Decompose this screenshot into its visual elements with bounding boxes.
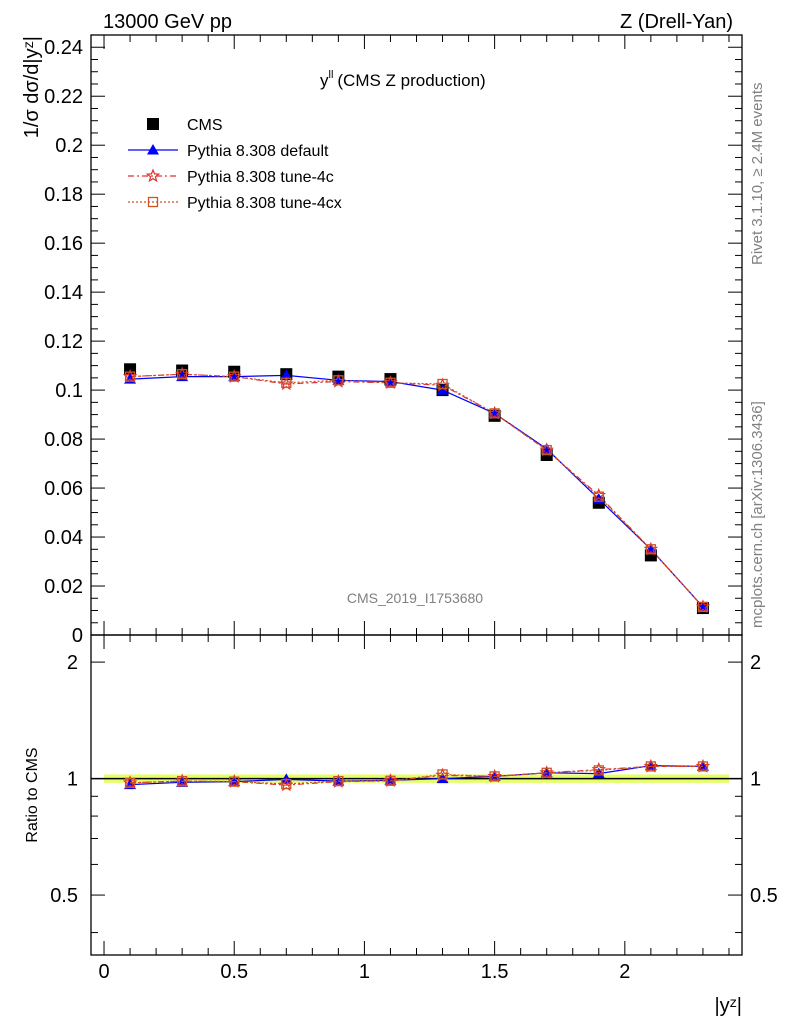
legend-marker-3 [147,196,159,208]
data-point-series-3-1 [176,369,188,380]
legend: CMS Pythia 8.308 default Pythia 8.308 tune… [128,117,342,212]
ratio-y-tick-label-right: 1 [750,769,761,791]
legend-marker-0 [147,118,159,130]
plot-title: yll (CMS Z production) [320,69,486,90]
ratio-point-series-2-9 [593,765,604,776]
main-y-tick-label: 0.06 [44,478,83,500]
analysis-watermark: CMS_2019_I1753680 [347,590,483,606]
data-point-series-3-11 [697,601,709,612]
ratio-point-series-2-10 [645,761,657,772]
legend-marker-1 [147,144,159,155]
main-y-tick-label: 0.14 [44,282,83,304]
x-tick-label: 1.5 [481,961,509,983]
ratio-point-series-2-1 [176,775,188,787]
main-y-tick-label: 0.18 [44,184,83,206]
ratio-point-series-2-2 [229,776,240,787]
main-y-tick-label: 0.08 [44,429,83,451]
main-y-tick-label: 0.02 [44,576,83,598]
series-line-3 [130,373,704,608]
x-tick-label: 1 [359,961,370,983]
data-point-series-3-8 [541,444,552,456]
data-point-series-3-9 [593,491,604,502]
main-y-tick-label: 0.16 [44,233,83,255]
legend-label-3: Pythia 8.308 tune-4cx [187,195,342,212]
series-line-2 [130,373,704,608]
legend-label-2: Pythia 8.308 tune-4c [187,169,334,186]
legend-label-1: Pythia 8.308 default [187,143,329,160]
ratio-point-series-2-8 [541,767,552,778]
rivet-version-text: Rivet 3.1.10, ≥ 2.4M events [749,83,766,266]
ratio-point-series-2-5 [385,775,396,786]
main-y-tick-label: 0.2 [55,135,83,157]
data-point-series-3-0 [124,371,136,382]
data-point-series-3-3 [281,377,292,388]
series-line-1 [130,374,704,608]
data-point-series-1-3 [280,369,293,380]
ratio-y-tick-label-right: 0.5 [750,885,778,907]
ratio-point-series-2-7 [489,771,500,782]
header-left: 13000 GeV pp [103,11,232,33]
ratio-line-0 [130,764,703,786]
data-point-series-1-6 [436,384,449,395]
ratio-point-series-2-11 [697,761,709,772]
data-point-series-3-10 [645,544,657,555]
ratio-point-series-2-0 [124,777,136,788]
x-tick-label: 2 [619,961,630,983]
ratio-line-1 [130,765,703,786]
data-point-series-3-5 [385,377,396,388]
data-point-series-3-4 [333,375,344,386]
plot-title-rest: (CMS Z production) [337,71,485,90]
ratio-y-tick-label: 2 [67,652,78,674]
x-tick-label: 0.5 [220,961,248,983]
main-y-tick-label: 0.22 [44,86,83,108]
legend-label-0: CMS [187,117,223,134]
main-y-tick-label: 0.12 [44,331,83,353]
ratio-y-axis-label: Ratio to CMS [24,747,41,842]
plot-title-superscript: ll [329,69,334,81]
plot-title-main: y [320,71,329,90]
ratio-y-tick-label: 0.5 [50,885,78,907]
data-point-series-0-1 [176,364,189,377]
mcplots-reference-text: mcplots.cern.ch [arXiv:1306.3436] [749,401,766,628]
header-right: Z (Drell-Yan) [620,11,733,33]
data-point-series-3-2 [229,371,240,382]
data-point-series-3-6 [437,378,448,390]
ratio-plot-frame [90,634,743,956]
ratio-point-series-2-3 [281,778,292,790]
legend-marker-2 [145,168,161,183]
main-y-tick-label: 0 [72,625,83,647]
main-plot-panel: 0 0.02 0.04 0.06 0.08 0.1 0.12 0.14 0.16 0.18 0.2 0… [44,34,743,647]
ratio-point-series-2-6 [437,769,448,780]
main-y-tick-label: 0.04 [44,527,83,549]
ratio-y-tick-label-right: 2 [750,652,761,674]
x-axis-label: |yᶻ| [714,995,742,1017]
main-y-tick-label: 0.1 [55,380,83,402]
main-y-tick-label: 0.24 [44,37,83,59]
ratio-y-tick-label: 1 [67,769,78,791]
x-tick-label: 0 [98,961,109,983]
main-y-axis-label: 1/σ dσ/d|yᶻ| [21,36,43,138]
ratio-point-series-2-4 [333,775,344,787]
data-point-series-3-7 [489,408,500,419]
ratio-plot-panel: 0.5 0.5 1 1 2 2 [50,634,778,956]
